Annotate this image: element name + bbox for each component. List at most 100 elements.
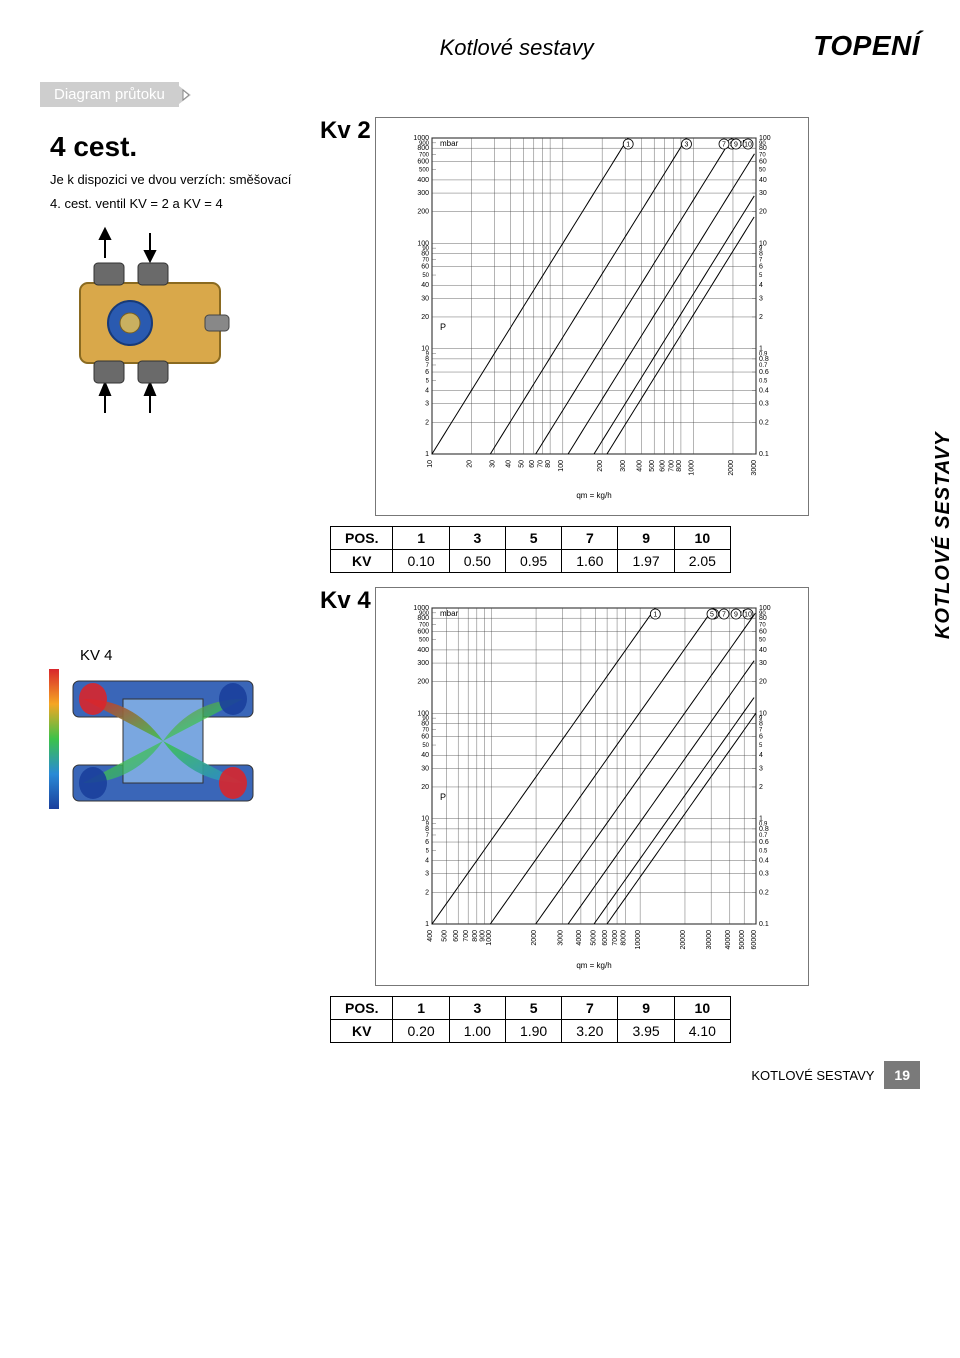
svg-text:1000: 1000 [689,460,696,476]
svg-text:600: 600 [417,628,429,635]
svg-text:50: 50 [422,743,429,749]
svg-text:70: 70 [759,622,766,628]
svg-text:0.1: 0.1 [759,921,769,928]
svg-text:1: 1 [626,142,630,149]
svg-text:900: 900 [419,141,430,147]
svg-text:0.5: 0.5 [759,378,768,384]
svg-text:10: 10 [744,612,752,619]
svg-text:400: 400 [637,460,644,472]
svg-text:20: 20 [421,314,429,321]
svg-text:2: 2 [425,889,429,896]
svg-text:80: 80 [545,460,552,468]
svg-text:90: 90 [759,611,766,617]
svg-text:90: 90 [759,141,766,147]
svg-text:60: 60 [421,734,429,741]
svg-text:50000: 50000 [739,930,746,950]
kv2-chart: 1000800600400300200100806040302010864321… [375,117,809,516]
brand-name: TOPENÍ [813,30,920,62]
svg-text:20: 20 [759,679,767,686]
svg-text:5: 5 [426,378,430,384]
svg-text:10: 10 [744,142,752,149]
svg-text:3: 3 [685,142,689,149]
svg-text:5: 5 [710,612,714,619]
footer-text: KOTLOVÉ SESTAVY [751,1068,874,1083]
svg-text:0.7: 0.7 [759,833,768,839]
svg-text:300: 300 [417,190,429,197]
svg-text:qm = kg/h: qm = kg/h [576,491,611,500]
svg-text:2: 2 [759,784,763,791]
svg-text:3000: 3000 [557,930,564,946]
svg-text:6: 6 [425,369,429,376]
svg-text:20: 20 [467,460,474,468]
svg-text:40000: 40000 [725,930,732,950]
svg-text:3: 3 [425,871,429,878]
svg-text:P: P [440,792,446,802]
page-title: Kotlové sestavy [440,35,594,61]
svg-text:30000: 30000 [706,930,713,950]
svg-text:60: 60 [759,628,767,635]
svg-text:60: 60 [529,460,536,468]
svg-text:2000: 2000 [728,460,735,476]
svg-text:300: 300 [417,660,429,667]
svg-text:200: 200 [417,209,429,216]
svg-text:6: 6 [759,264,763,271]
svg-text:6: 6 [425,839,429,846]
svg-text:90: 90 [422,716,429,722]
svg-text:5: 5 [426,848,430,854]
svg-text:30: 30 [421,765,429,772]
svg-text:70: 70 [422,258,429,264]
svg-text:0.6: 0.6 [759,839,769,846]
svg-text:6000: 6000 [602,930,609,946]
svg-text:700: 700 [463,930,470,942]
svg-text:10: 10 [427,460,434,468]
svg-text:2: 2 [759,314,763,321]
svg-text:60000: 60000 [751,930,758,950]
svg-text:4000: 4000 [576,930,583,946]
svg-text:5: 5 [759,743,763,749]
svg-text:40: 40 [421,282,429,289]
svg-text:0.1: 0.1 [759,451,769,458]
kv4-chart: 1000800600400300200100806040302010864321… [375,587,809,986]
svg-text:1: 1 [425,921,429,928]
svg-text:40: 40 [759,177,767,184]
svg-text:0.3: 0.3 [759,871,769,878]
section-label: Diagram průtoku [40,82,920,107]
svg-text:500: 500 [442,930,449,942]
svg-text:9: 9 [426,821,430,827]
svg-text:3000: 3000 [751,460,758,476]
svg-text:0.9: 0.9 [759,351,768,357]
svg-text:50: 50 [759,638,766,644]
svg-text:40: 40 [421,752,429,759]
svg-text:20: 20 [421,784,429,791]
svg-text:7: 7 [426,833,430,839]
svg-text:0.4: 0.4 [759,388,769,395]
svg-text:3: 3 [759,765,763,772]
thermal-image [40,644,280,844]
svg-text:70: 70 [759,152,766,158]
valve-image [40,223,280,423]
svg-text:200: 200 [417,679,429,686]
svg-text:700: 700 [419,152,430,158]
svg-text:60: 60 [421,264,429,271]
desc-line-1: Je k dispozici ve dvou verzích: směšovac… [50,171,300,189]
svg-text:6: 6 [759,734,763,741]
svg-text:50: 50 [519,460,526,468]
svg-text:30: 30 [759,190,767,197]
svg-text:3: 3 [425,401,429,408]
svg-text:60: 60 [759,158,767,165]
svg-text:0.4: 0.4 [759,858,769,865]
svg-text:0.9: 0.9 [759,821,768,827]
svg-text:7: 7 [426,363,430,369]
svg-text:600: 600 [453,930,460,942]
svg-text:9: 9 [734,142,738,149]
svg-text:30: 30 [759,660,767,667]
svg-text:7: 7 [722,142,726,149]
svg-text:9: 9 [426,351,430,357]
svg-text:400: 400 [417,177,429,184]
svg-text:1: 1 [425,451,429,458]
svg-text:800: 800 [676,460,683,472]
svg-text:90: 90 [422,246,429,252]
svg-text:0.2: 0.2 [759,419,769,426]
svg-text:30: 30 [421,295,429,302]
side-section-label: KOTLOVÉ SESTAVY [933,432,956,640]
